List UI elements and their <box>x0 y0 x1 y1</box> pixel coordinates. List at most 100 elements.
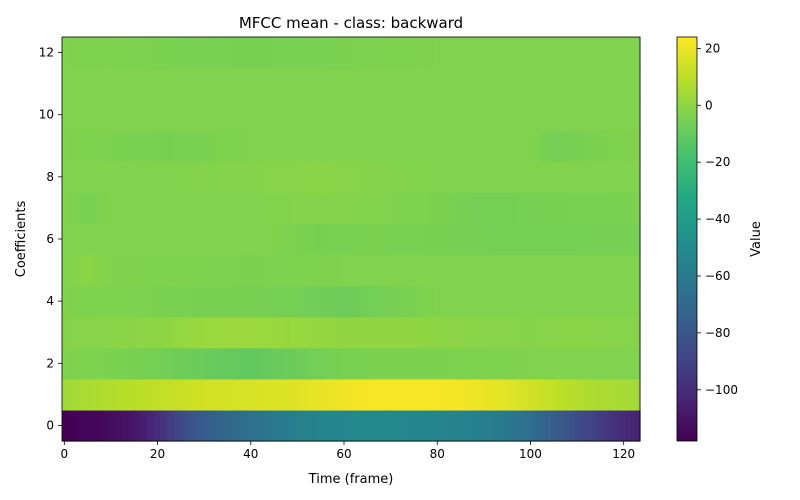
heatmap-cell <box>448 285 455 318</box>
heatmap-cell <box>518 347 525 380</box>
heatmap-cell <box>173 192 180 225</box>
heatmap-cell <box>173 223 180 256</box>
heatmap-cell <box>481 254 487 287</box>
heatmap-cell <box>453 316 459 349</box>
heatmap-cell <box>341 347 347 380</box>
heatmap-cell <box>612 378 618 411</box>
heatmap-cell <box>416 68 422 100</box>
heatmap-cell <box>141 316 147 349</box>
heatmap-cell <box>355 130 361 162</box>
heatmap-cell <box>542 347 548 380</box>
heatmap-cell <box>117 130 124 162</box>
heatmap-cell <box>113 378 119 411</box>
heatmap-cell <box>117 99 124 131</box>
heatmap-cell <box>341 285 347 318</box>
heatmap-cell <box>626 378 632 411</box>
x-axis-label: Time (frame) <box>308 472 394 487</box>
heatmap-cell <box>164 37 170 69</box>
heatmap-cell <box>453 347 459 380</box>
heatmap-cell <box>271 130 278 162</box>
heatmap-cell <box>565 99 571 131</box>
heatmap-cell <box>621 130 627 162</box>
heatmap-cell <box>103 316 110 349</box>
heatmap-cell <box>616 130 622 162</box>
heatmap-cell <box>71 192 77 225</box>
heatmap-cell <box>630 285 636 318</box>
heatmap-cell <box>75 409 82 442</box>
heatmap-cell <box>425 347 431 380</box>
heatmap-cell <box>155 285 161 318</box>
heatmap-cell <box>290 347 296 380</box>
heatmap-cell <box>281 378 287 411</box>
heatmap-cell <box>486 409 492 442</box>
heatmap-cell <box>169 192 175 225</box>
heatmap-cell <box>607 316 613 349</box>
heatmap-cell <box>616 192 622 225</box>
heatmap-cell <box>206 378 212 411</box>
heatmap-cell <box>234 192 240 225</box>
heatmap-cell <box>523 68 529 100</box>
heatmap-cell <box>281 409 287 442</box>
heatmap-cell <box>117 68 124 100</box>
heatmap-cell <box>416 316 422 349</box>
heatmap-cell <box>607 130 613 162</box>
heatmap-cell <box>584 285 590 318</box>
heatmap-cell <box>462 130 469 162</box>
heatmap-cell <box>80 192 86 225</box>
heatmap-cell <box>220 192 226 225</box>
heatmap-cell <box>234 223 240 256</box>
heatmap-cell <box>131 161 138 193</box>
heatmap-cell <box>155 316 161 349</box>
heatmap-cell <box>509 68 515 100</box>
heatmap-cell <box>388 68 394 100</box>
heatmap-cell <box>229 223 236 256</box>
heatmap-cell <box>131 378 138 411</box>
heatmap-cell <box>318 68 324 100</box>
heatmap-cell <box>626 161 632 193</box>
heatmap-cell <box>187 68 194 100</box>
heatmap-cell <box>565 254 571 287</box>
heatmap-cell <box>141 285 147 318</box>
heatmap-cell <box>537 130 543 162</box>
heatmap-cell <box>89 285 96 318</box>
heatmap-cell <box>313 316 319 349</box>
heatmap-cell <box>229 99 236 131</box>
heatmap-cell <box>211 161 217 193</box>
heatmap-cell <box>397 378 403 411</box>
heatmap-cell <box>635 378 641 411</box>
heatmap-cell <box>220 68 226 100</box>
heatmap-cell <box>388 161 394 193</box>
heatmap-cell <box>355 68 361 100</box>
heatmap-cell <box>239 223 245 256</box>
heatmap-cell <box>430 316 436 349</box>
heatmap-cell <box>495 409 501 442</box>
heatmap-cell <box>584 316 590 349</box>
heatmap-cell <box>518 223 525 256</box>
heatmap-cell <box>607 347 613 380</box>
heatmap-cell <box>75 161 82 193</box>
heatmap-cell <box>206 223 212 256</box>
heatmap-cell <box>602 99 608 131</box>
heatmap-cell <box>476 409 483 442</box>
heatmap-cell <box>89 223 96 256</box>
heatmap-cell <box>378 347 385 380</box>
heatmap-cell <box>560 192 567 225</box>
heatmap-cell <box>364 285 371 318</box>
heatmap-cell <box>528 378 534 411</box>
heatmap-cell <box>178 285 184 318</box>
heatmap-cell <box>215 37 222 69</box>
heatmap-cell <box>113 99 119 131</box>
heatmap-cell <box>276 347 282 380</box>
heatmap-cell <box>341 37 347 69</box>
heatmap-cell <box>85 285 91 318</box>
heatmap-cell <box>406 347 413 380</box>
heatmap-cell <box>62 316 68 349</box>
heatmap-cell <box>346 99 352 131</box>
heatmap-cell <box>565 223 571 256</box>
heatmap-cell <box>122 130 128 162</box>
heatmap-cell <box>243 378 250 411</box>
heatmap-cell <box>388 99 394 131</box>
heatmap-cell <box>211 130 217 162</box>
heatmap-cell <box>612 223 618 256</box>
heatmap-cell <box>183 347 189 380</box>
